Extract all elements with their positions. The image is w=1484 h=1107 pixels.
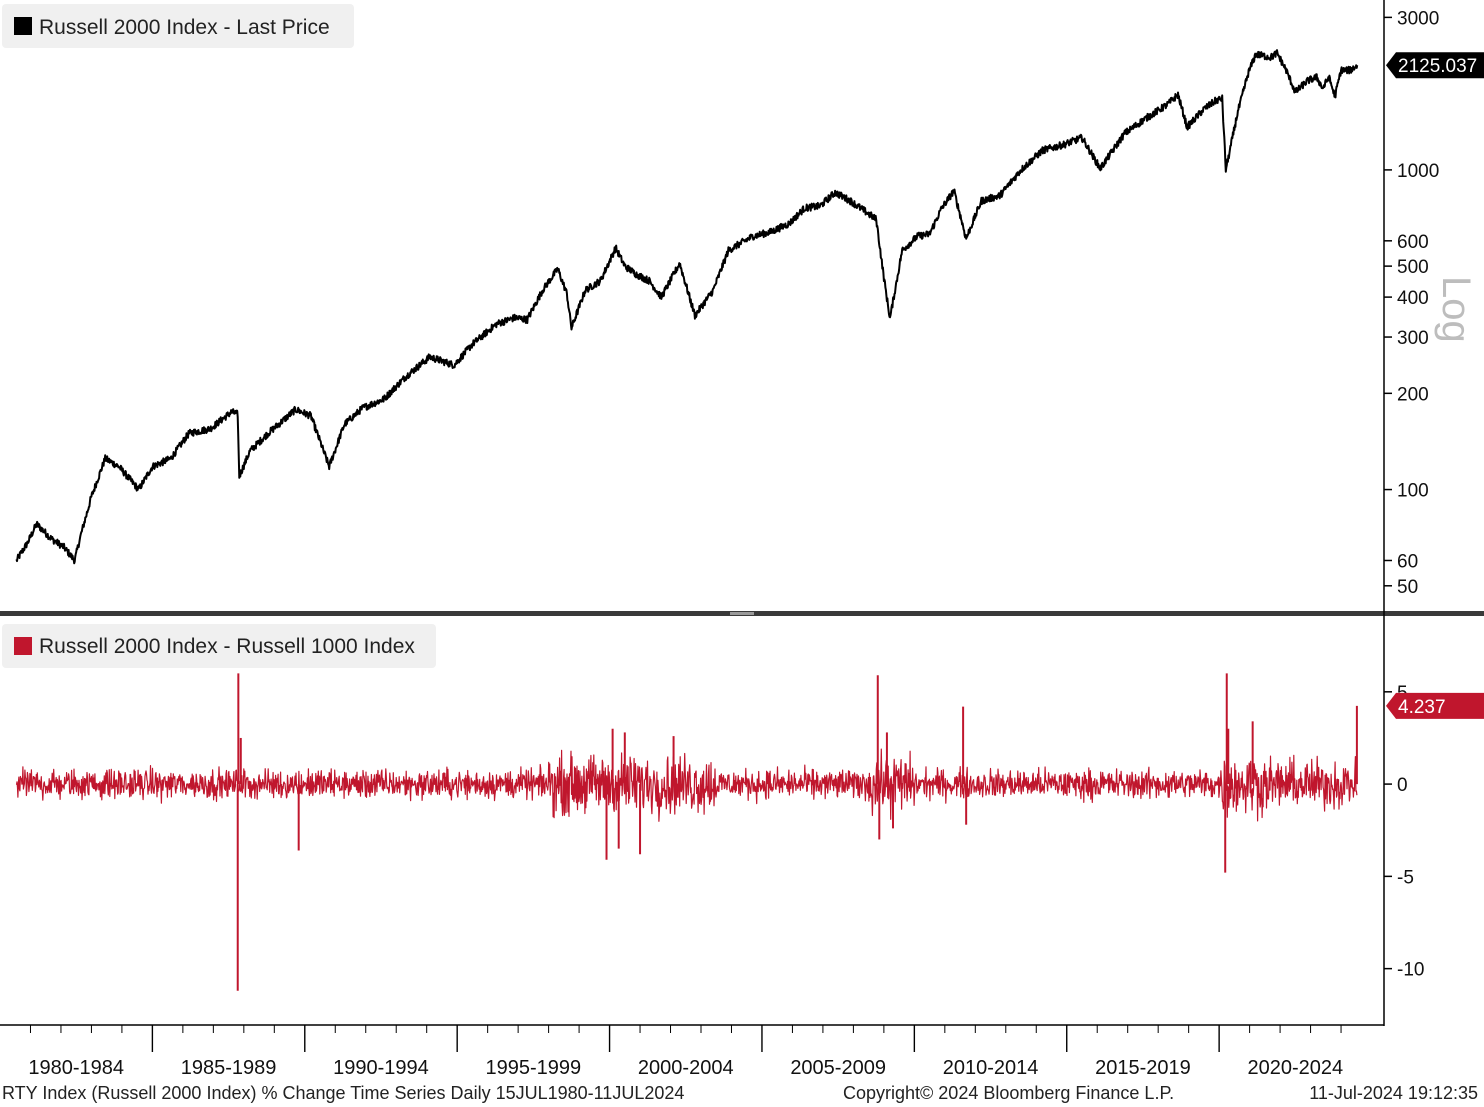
price-y-tick-label: 60 xyxy=(1397,551,1418,572)
panel-divider[interactable] xyxy=(0,611,1484,616)
price-legend-label: Russell 2000 Index - Last Price xyxy=(39,16,330,39)
x-period-label: 1995-1999 xyxy=(486,1057,582,1079)
spread-last-value: 4.237 xyxy=(1398,697,1446,718)
x-period-label: 2000-2004 xyxy=(638,1057,734,1079)
price-y-tick-label: 1000 xyxy=(1397,161,1439,182)
x-period-label: 1985-1989 xyxy=(181,1057,277,1079)
footer: RTY Index (Russell 2000 Index) % Change … xyxy=(2,1083,1478,1103)
x-period-label: 1980-1984 xyxy=(28,1057,124,1079)
x-period-label: 2020-2024 xyxy=(1248,1057,1344,1079)
price-y-tick-label: 300 xyxy=(1397,328,1429,349)
x-period-label: 1990-1994 xyxy=(333,1057,429,1079)
spread-y-tick-label: -10 xyxy=(1397,960,1424,981)
price-y-tick-label: 600 xyxy=(1397,232,1429,253)
spread-legend[interactable]: Russell 2000 Index - Russell 1000 Index xyxy=(2,624,436,668)
price-panel: 50 60 100 200 300 400 500 600 1000 3000 Log 2125.… xyxy=(2,4,1484,598)
price-last-value-tag: 2125.037 xyxy=(1386,52,1484,79)
footer-copyright: Copyright© 2024 Bloomberg Finance L.P. xyxy=(843,1083,1174,1103)
price-y-tick-label: 100 xyxy=(1397,481,1429,502)
log-scale-label: Log xyxy=(1434,276,1478,343)
spread-y-tick-label: -5 xyxy=(1397,867,1414,888)
spread-panel: -10-505 4.237 Russell 2000 Index - Russe… xyxy=(2,624,1484,991)
spread-series-line xyxy=(15,748,1358,822)
spread-y-axis: -10-505 xyxy=(1384,683,1424,981)
footer-description: RTY Index (Russell 2000 Index) % Change … xyxy=(2,1083,684,1103)
price-legend[interactable]: Russell 2000 Index - Last Price xyxy=(2,4,354,48)
price-legend-swatch xyxy=(14,17,32,35)
price-y-axis: 50 60 100 200 300 400 500 600 1000 3000 xyxy=(1384,8,1439,598)
spread-legend-label: Russell 2000 Index - Russell 1000 Index xyxy=(39,635,415,658)
price-y-tick-label: 200 xyxy=(1397,384,1429,405)
price-y-tick-label: 500 xyxy=(1397,257,1429,278)
price-series-line xyxy=(15,49,1359,565)
spread-y-tick-label: 0 xyxy=(1397,775,1408,796)
price-last-value: 2125.037 xyxy=(1398,56,1477,77)
x-period-label: 2005-2009 xyxy=(790,1057,886,1079)
x-period-label: 2010-2014 xyxy=(943,1057,1039,1079)
price-y-tick-label: 3000 xyxy=(1397,8,1439,29)
spread-legend-swatch xyxy=(14,637,32,655)
spread-spikes xyxy=(236,673,1358,991)
x-axis: 1980-1984 1985-1989 1990-1994 1995-1999 2000… xyxy=(28,1025,1343,1079)
x-period-label: 2015-2019 xyxy=(1095,1057,1191,1079)
price-y-tick-label: 50 xyxy=(1397,577,1418,598)
price-y-tick-label: 400 xyxy=(1397,288,1429,309)
footer-timestamp: 11-Jul-2024 19:12:35 xyxy=(1309,1083,1478,1103)
spread-last-value-tag: 4.237 xyxy=(1386,692,1484,719)
